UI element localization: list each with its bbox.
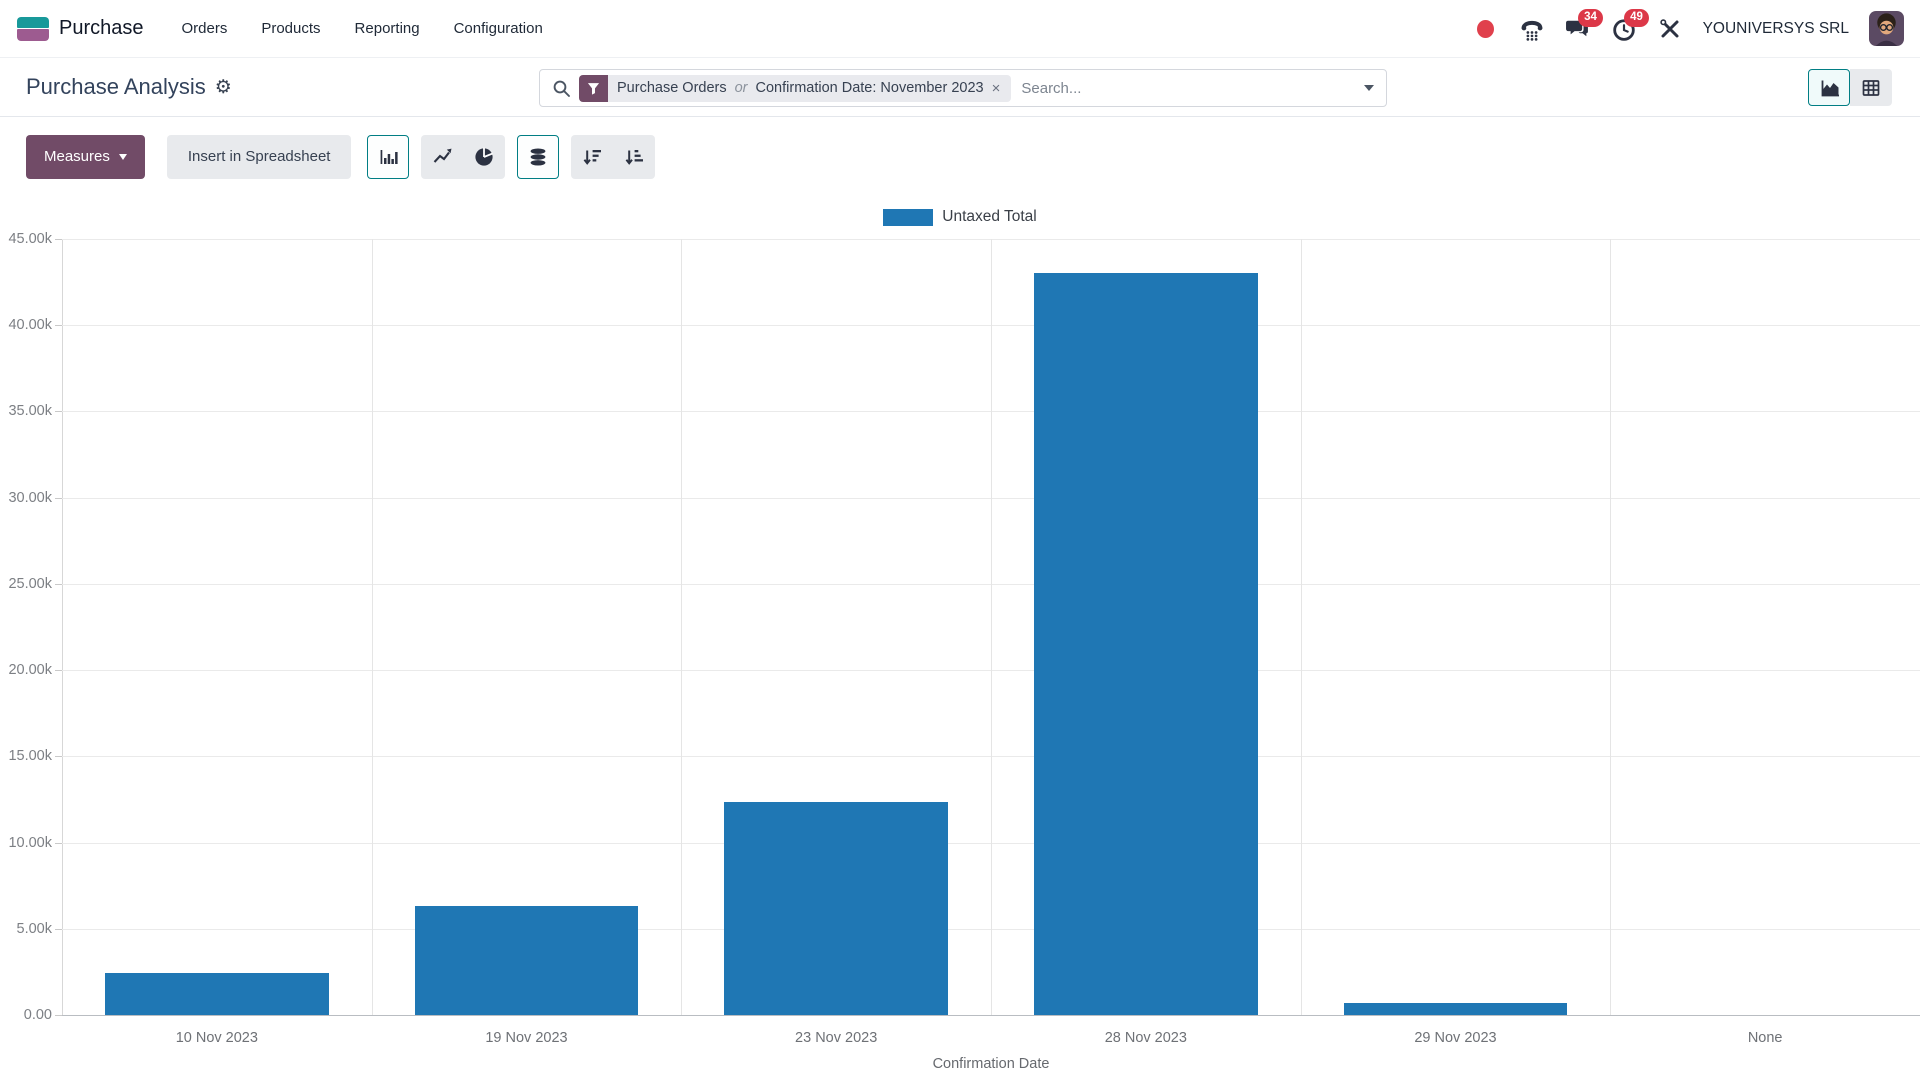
y-tick-label: 25.00k <box>8 575 52 592</box>
status-dot-icon[interactable] <box>1473 16 1499 42</box>
facet-value-1: Purchase Orders <box>617 80 727 96</box>
y-tick-mark <box>55 583 62 585</box>
top-navbar: Purchase Orders Products Reporting Configur… <box>0 0 1920 58</box>
pie-chart-button[interactable] <box>463 134 506 179</box>
y-tick-mark <box>55 239 62 240</box>
measures-label: Measures <box>44 148 110 165</box>
sort-descending-button[interactable] <box>571 134 614 179</box>
x-tick-label: 28 Nov 2023 <box>1104 1030 1187 1046</box>
x-axis-baseline <box>62 1015 1920 1016</box>
bar-chart: Untaxed Total Confirmation Date 0.00 5.00… <box>0 190 1920 1080</box>
x-tick-label: None <box>1747 1030 1783 1046</box>
y-tick-mark <box>55 842 62 844</box>
x-axis-title: Confirmation Date <box>932 1056 1050 1072</box>
activities-clock-icon[interactable]: 49 <box>1611 8 1650 42</box>
logo-top-half <box>17 16 49 28</box>
y-tick-mark <box>55 325 62 327</box>
view-switcher <box>1808 69 1892 106</box>
filter-funnel-icon <box>579 74 608 102</box>
chevron-down-icon <box>118 153 127 160</box>
x-tick-label: 29 Nov 2023 <box>1414 1030 1497 1046</box>
menu-item-reporting[interactable]: Reporting <box>354 20 420 37</box>
y-tick-mark <box>55 670 62 672</box>
y-tick-mark <box>55 928 62 930</box>
measures-button[interactable]: Measures <box>26 134 145 179</box>
y-tick-mark <box>55 756 62 758</box>
chart-bar-28-nov-2023[interactable] <box>1033 272 1258 1015</box>
messages-badge: 34 <box>1577 8 1604 27</box>
search-dropdown-toggle[interactable] <box>1351 70 1386 106</box>
category-separator <box>1300 239 1302 1015</box>
chart-bar-10-nov-2023[interactable] <box>104 973 329 1015</box>
facet-value-2: Confirmation Date: November 2023 <box>755 80 984 96</box>
page-title: Purchase Analysis <box>26 74 206 99</box>
y-axis-line <box>62 239 63 1015</box>
y-tick-label: 40.00k <box>8 317 52 334</box>
sort-ascending-button[interactable] <box>613 134 656 179</box>
user-avatar[interactable] <box>1869 11 1904 46</box>
activities-badge: 49 <box>1623 8 1650 27</box>
chart-bar-19-nov-2023[interactable] <box>414 906 639 1015</box>
search-icon <box>552 79 571 98</box>
chart-type-group <box>421 134 506 179</box>
category-separator <box>681 239 683 1015</box>
y-tick-mark <box>55 411 62 413</box>
pivot-view-button[interactable] <box>1850 69 1892 106</box>
systray: 34 49 YOUNIVERSYS SRL <box>1473 8 1904 46</box>
category-separator <box>1610 239 1612 1015</box>
menu-item-products[interactable]: Products <box>261 20 321 37</box>
x-tick-label: 10 Nov 2023 <box>175 1030 258 1046</box>
y-tick-label: 20.00k <box>8 662 52 679</box>
y-tick-label: 0.00 <box>23 1007 52 1023</box>
app-name[interactable]: Purchase <box>59 17 144 39</box>
chart-bar-23-nov-2023[interactable] <box>724 802 949 1015</box>
stacked-button[interactable] <box>517 134 560 179</box>
legend-label: Untaxed Total <box>942 208 1037 225</box>
menu-item-orders[interactable]: Orders <box>181 20 228 37</box>
chart-bar-29-nov-2023[interactable] <box>1343 1002 1568 1015</box>
search-input[interactable] <box>1011 79 1351 97</box>
chevron-down-icon <box>1363 85 1374 91</box>
legend-swatch <box>883 208 934 226</box>
control-panel: Purchase Analysis ⚙ Purchase Orders or C… <box>0 58 1920 117</box>
facet-connector: or <box>734 80 748 96</box>
odoo-app-logo[interactable] <box>17 16 49 41</box>
y-tick-label: 5.00k <box>16 920 52 937</box>
voip-phone-icon[interactable] <box>1519 16 1545 42</box>
y-tick-label: 35.00k <box>8 403 52 420</box>
sort-group <box>571 134 656 179</box>
insert-in-spreadsheet-button[interactable]: Insert in Spreadsheet <box>166 134 352 179</box>
x-tick-label: 23 Nov 2023 <box>795 1030 878 1046</box>
menu-item-configuration[interactable]: Configuration <box>453 20 543 37</box>
facet-remove-icon[interactable]: × <box>991 79 1001 97</box>
y-tick-label: 15.00k <box>8 748 52 765</box>
search-facet-filter[interactable]: Purchase Orders or Confirmation Date: No… <box>579 74 1012 102</box>
main-menu: Orders Products Reporting Configuration <box>180 14 545 43</box>
y-tick-label: 10.00k <box>8 834 52 851</box>
tools-icon[interactable] <box>1657 16 1683 42</box>
graph-toolbar: Measures Insert in Spreadsheet <box>0 117 1920 190</box>
insert-spreadsheet-label: Insert in Spreadsheet <box>187 148 331 165</box>
y-tick-label: 30.00k <box>8 489 52 506</box>
line-chart-button[interactable] <box>421 134 464 179</box>
y-tick-mark <box>55 1015 62 1016</box>
chart-plot <box>62 239 1920 1016</box>
graph-view-button[interactable] <box>1808 69 1850 106</box>
search-bar[interactable]: Purchase Orders or Confirmation Date: No… <box>539 69 1387 107</box>
x-tick-label: 19 Nov 2023 <box>485 1030 568 1046</box>
logo-bottom-half <box>17 29 49 41</box>
category-separator <box>371 239 373 1015</box>
y-tick-mark <box>55 497 62 499</box>
red-record-dot <box>1477 19 1495 38</box>
company-name[interactable]: YOUNIVERSYS SRL <box>1702 19 1849 37</box>
chart-legend[interactable]: Untaxed Total <box>0 208 1920 226</box>
gear-icon[interactable]: ⚙ <box>214 76 232 98</box>
messages-icon[interactable]: 34 <box>1565 8 1604 42</box>
bar-chart-button[interactable] <box>367 134 410 179</box>
y-tick-label: 45.00k <box>8 231 52 247</box>
category-separator <box>991 239 992 1015</box>
